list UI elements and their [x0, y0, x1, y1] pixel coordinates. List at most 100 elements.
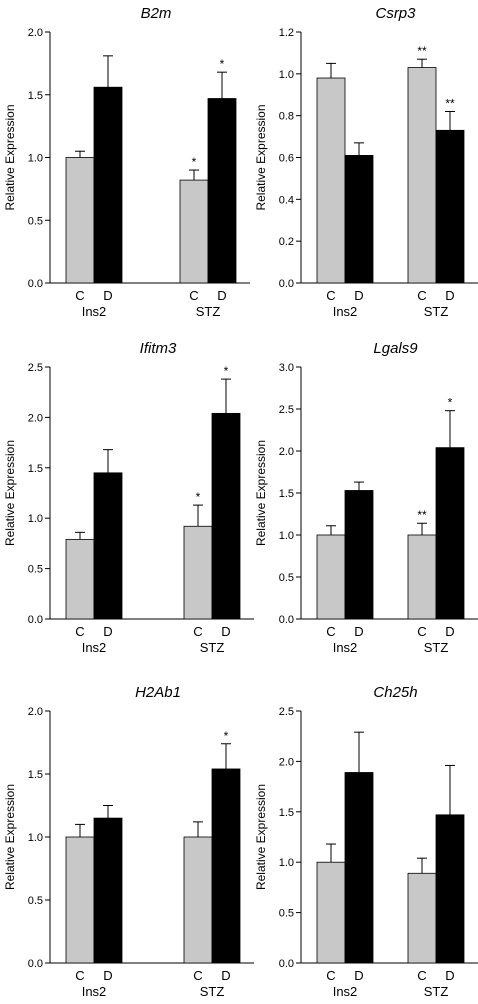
chart-panel-lgals9: 0.0 0.5 1.0 1.5 2.0 2.5 3.0 Relative Expression…: [254, 340, 478, 655]
y-tick-label: 0.0: [279, 614, 294, 626]
y-tick-label: 1.0: [28, 832, 43, 844]
bar-stz-c: [183, 836, 213, 964]
category-label: C: [189, 288, 198, 303]
y-tick-label: 1.5: [279, 488, 294, 500]
chart-title: Ch25h: [373, 684, 417, 701]
y-tick-label: 0.5: [28, 895, 43, 907]
y-tick-label: 1.0: [28, 153, 43, 165]
bar-stz-c: [183, 525, 213, 620]
y-tick-label: 1.0: [279, 857, 294, 869]
y-tick-label: 2.0: [28, 706, 43, 718]
group-label: Ins2: [82, 984, 107, 999]
y-tick-label: 0.2: [279, 236, 294, 248]
y-tick-label: 2.0: [28, 27, 43, 39]
group-label: STZ: [196, 304, 221, 319]
y-tick-label: 0.5: [279, 908, 294, 920]
significance-marker: **: [445, 96, 455, 110]
category-label: C: [417, 968, 426, 983]
category-label: D: [445, 968, 454, 983]
category-label: D: [217, 288, 226, 303]
bar-ins2-d: [344, 155, 374, 284]
chart-panel-ifitm3: 0.0 0.5 1.0 1.5 2.0 2.5 Relative Expression Ifi…: [3, 340, 254, 655]
category-label: D: [354, 968, 363, 983]
bar-stz-c: [179, 179, 209, 284]
bar-ins2-c: [65, 836, 95, 964]
category-label: D: [103, 968, 112, 983]
y-tick-label: 3.0: [279, 362, 294, 374]
significance-marker: *: [224, 364, 229, 378]
category-label: C: [326, 968, 335, 983]
chart-title: B2m: [141, 5, 172, 22]
y-tick-label: 0.8: [279, 111, 294, 123]
y-axis-label: Relative Expression: [254, 440, 268, 546]
category-label: D: [354, 624, 363, 639]
category-label: D: [221, 968, 230, 983]
y-tick-label: 0.0: [28, 278, 43, 290]
chart-panel-h2ab1: 0.0 0.5 1.0 1.5 2.0 Relative Expression H2Ab1 C…: [3, 684, 254, 999]
chart-title: Lgals9: [373, 340, 418, 357]
chart-title: Csrp3: [375, 5, 416, 22]
y-tick-label: 0.6: [279, 153, 294, 165]
category-label: C: [417, 288, 426, 303]
y-tick-label: 0.4: [279, 194, 294, 206]
bar-ins2-d: [93, 817, 123, 964]
chart-title: H2Ab1: [135, 684, 181, 701]
chart-panel-ch25h: 0.0 0.5 1.0 1.5 2.0 2.5 Relative Expression Ch2…: [254, 684, 478, 999]
bar-ins2-d: [93, 472, 123, 620]
group-label: STZ: [424, 984, 449, 999]
category-label: C: [193, 968, 202, 983]
y-tick-label: 2.5: [279, 706, 294, 718]
bar-ins2-d: [93, 86, 123, 284]
y-axis-label: Relative Expression: [3, 104, 17, 210]
y-tick-label: 1.0: [279, 530, 294, 542]
category-label: D: [354, 288, 363, 303]
group-label: Ins2: [333, 304, 358, 319]
y-tick-label: 0.0: [279, 958, 294, 970]
category-label: C: [417, 624, 426, 639]
y-tick-label: 1.0: [279, 69, 294, 81]
bar-stz-c: [407, 67, 437, 284]
group-label: STZ: [424, 640, 449, 655]
bar-ins2-c: [65, 538, 95, 620]
y-tick-label: 0.0: [28, 958, 43, 970]
category-label: C: [75, 288, 84, 303]
y-axis-label: Relative Expression: [254, 104, 268, 210]
chart-title: Ifitm3: [140, 340, 177, 357]
bar-stz-c: [407, 872, 437, 964]
bar-ins2-c: [316, 77, 346, 284]
group-label: STZ: [200, 640, 225, 655]
significance-marker: **: [417, 508, 427, 522]
bar-stz-d: [435, 447, 465, 620]
group-label: Ins2: [333, 984, 358, 999]
y-tick-label: 0.5: [28, 564, 43, 576]
y-tick-label: 0.5: [279, 572, 294, 584]
bar-ins2-c: [65, 157, 95, 284]
category-label: C: [193, 624, 202, 639]
significance-marker: *: [224, 729, 229, 743]
group-label: Ins2: [82, 304, 107, 319]
y-tick-label: 1.5: [28, 90, 43, 102]
bar-stz-d: [435, 814, 465, 964]
y-axis-label: Relative Expression: [3, 440, 17, 546]
y-tick-label: 0.5: [28, 215, 43, 227]
significance-marker: **: [417, 44, 427, 58]
bar-stz-d: [211, 412, 241, 620]
category-label: C: [75, 968, 84, 983]
chart-panel-csrp3: 0.0 0.2 0.4 0.6 0.8 1.0 1.2 Relative Expression…: [254, 5, 478, 319]
y-tick-label: 0.0: [28, 614, 43, 626]
group-label: Ins2: [82, 640, 107, 655]
bar-ins2-c: [316, 534, 346, 620]
y-tick-label: 2.0: [279, 756, 294, 768]
category-label: C: [326, 288, 335, 303]
bar-ins2-c: [316, 861, 346, 964]
y-axis-label: Relative Expression: [254, 784, 268, 890]
y-tick-label: 1.2: [279, 27, 294, 39]
y-tick-label: 0.0: [279, 278, 294, 290]
y-tick-label: 1.5: [28, 463, 43, 475]
category-label: D: [103, 624, 112, 639]
y-tick-label: 1.5: [279, 807, 294, 819]
group-label: Ins2: [333, 640, 358, 655]
category-label: D: [103, 288, 112, 303]
bar-stz-c: [407, 534, 437, 620]
